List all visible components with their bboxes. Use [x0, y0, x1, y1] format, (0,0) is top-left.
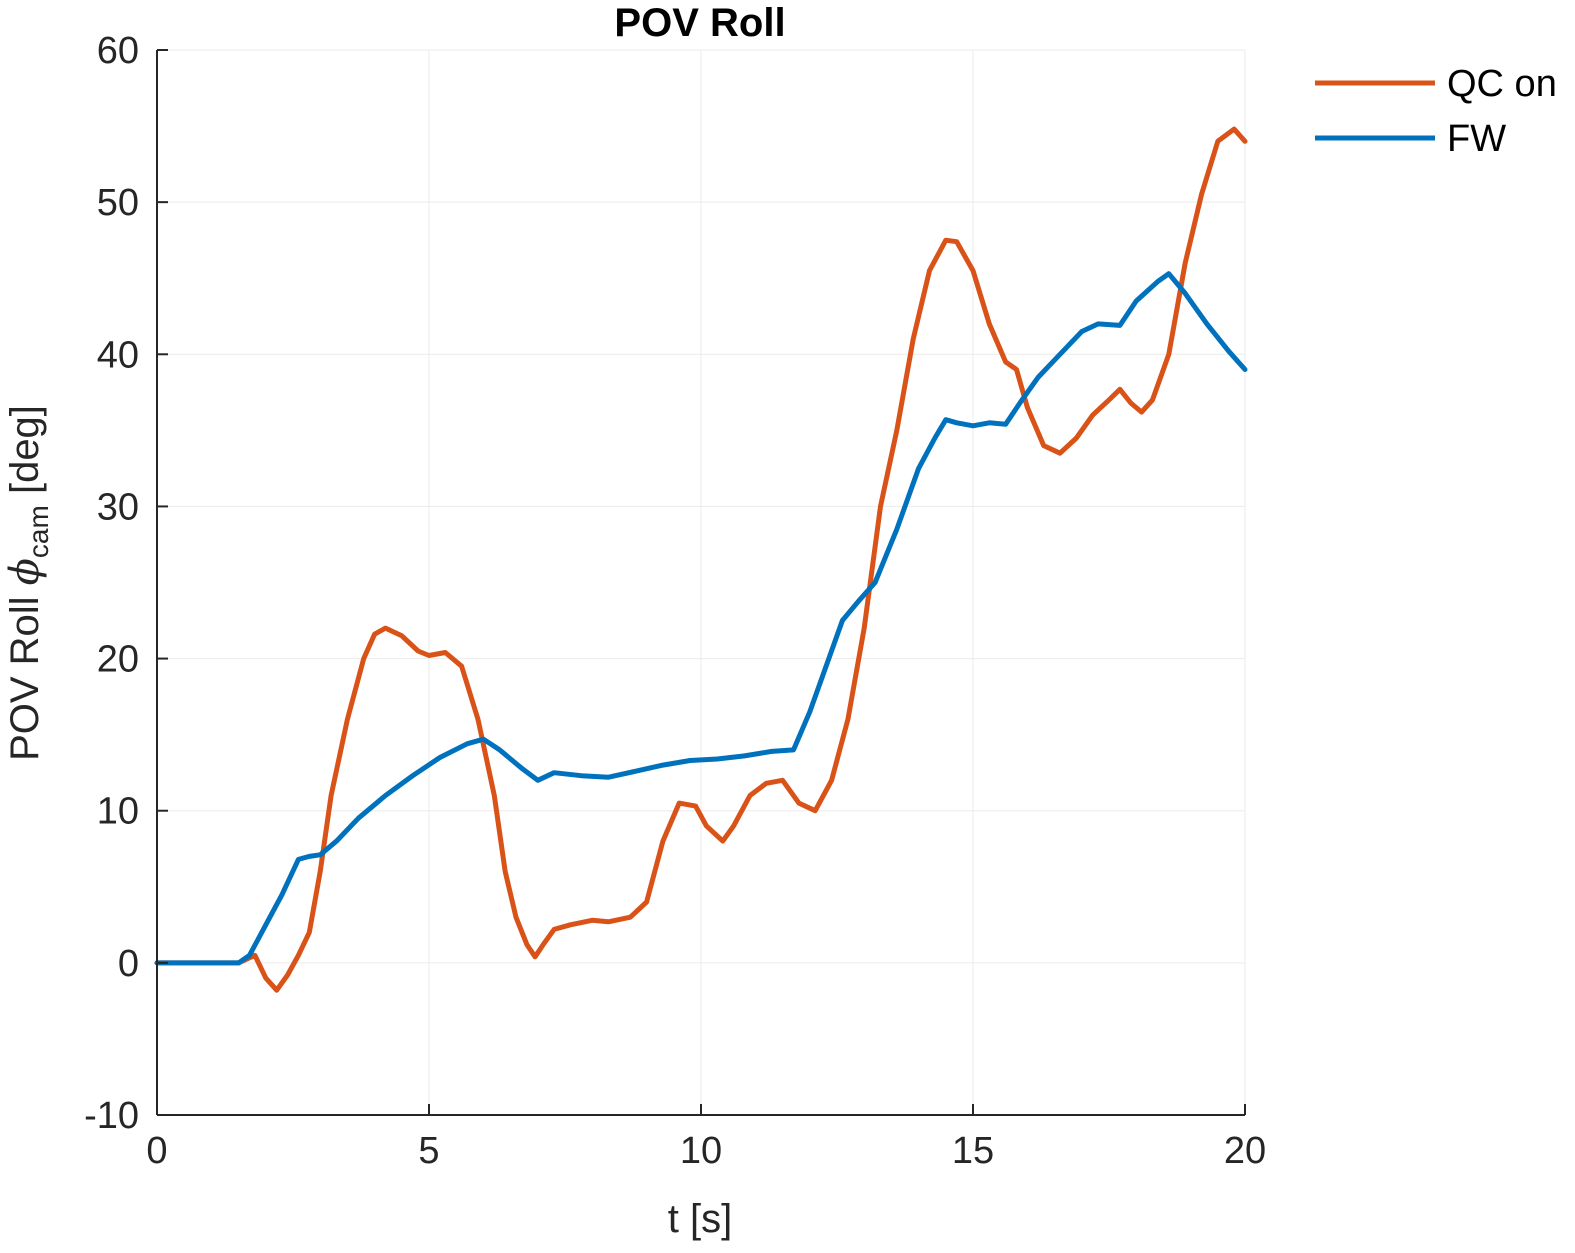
y-axis-label: POV Roll ϕcam [deg]	[2, 405, 54, 761]
y-tick-label: 30	[97, 486, 139, 528]
x-tick-label: 5	[418, 1130, 439, 1172]
y-axis-label-subscript: cam	[23, 505, 54, 558]
axes	[156, 49, 1246, 1116]
y-tick-label: 60	[97, 30, 139, 72]
series-layer	[154, 126, 1248, 993]
x-tick-label: 20	[1224, 1130, 1266, 1172]
series-line-fw	[154, 271, 1248, 966]
y-tick-label: 0	[118, 943, 139, 985]
x-tick-label: 0	[146, 1130, 167, 1172]
legend: QC on FW	[1315, 63, 1557, 160]
legend-label-qc-on: QC on	[1447, 63, 1557, 105]
y-axis-label-suffix: [deg]	[3, 405, 47, 505]
legend-label-fw: FW	[1447, 118, 1506, 160]
chart-title: POV Roll	[614, 1, 785, 45]
y-tick-label: -10	[84, 1095, 139, 1137]
y-tick-label: 20	[97, 639, 139, 681]
y-axis-label-prefix: POV Roll	[3, 585, 47, 761]
grid	[156, 49, 1246, 1116]
y-axis-label-symbol: ϕ	[2, 558, 48, 585]
y-tick-labels: -10 0 10 20 30 40 50 60	[84, 30, 139, 1137]
x-axis-label: t [s]	[668, 1197, 732, 1241]
y-tick-label: 10	[97, 791, 139, 833]
x-tick-label: 15	[952, 1130, 994, 1172]
y-tick-label: 50	[97, 182, 139, 224]
series-line-qc-on	[154, 126, 1248, 993]
y-tick-label: 40	[97, 334, 139, 376]
x-tick-labels: 0 5 10 15 20	[146, 1130, 1266, 1172]
x-tick-label: 10	[680, 1130, 722, 1172]
